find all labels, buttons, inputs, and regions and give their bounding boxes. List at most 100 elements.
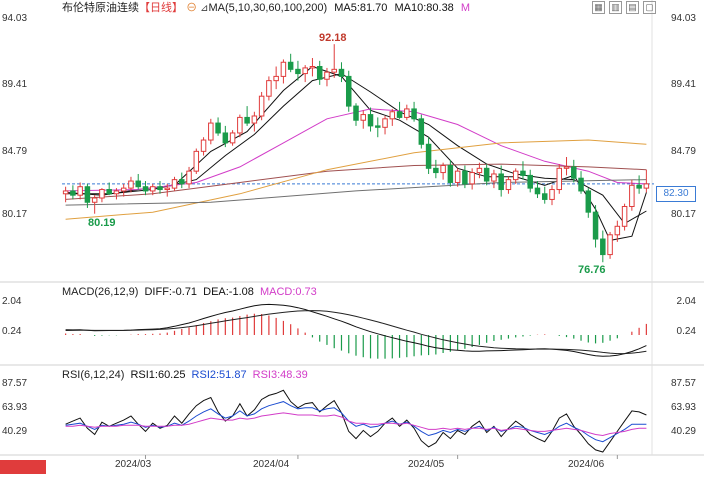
candle-body bbox=[251, 115, 258, 124]
candle-body bbox=[382, 118, 388, 128]
candle-body bbox=[273, 75, 279, 82]
candle-body bbox=[512, 170, 519, 181]
candle-body bbox=[556, 167, 563, 191]
ma5-value: MA5:81.70 bbox=[334, 2, 388, 14]
settings-icon[interactable]: ⊖ bbox=[186, 2, 198, 14]
candle-body bbox=[418, 118, 425, 145]
instrument-title: 布伦特原油连续 bbox=[62, 2, 139, 14]
candle-body bbox=[135, 180, 141, 188]
candle-body bbox=[91, 197, 98, 203]
candle-body bbox=[440, 164, 446, 174]
macd-tick-right: 0.24 bbox=[676, 326, 696, 337]
macd-value: MACD:0.73 bbox=[259, 286, 317, 298]
header-row: 布伦特原油连续【日线】 ⊖ ⊿MA(5,10,30,60,100,200) MA… bbox=[62, 0, 470, 16]
ma-label: MA(5,10,30,60,100,200) bbox=[208, 2, 328, 14]
macd-dea: DEA:-1.08 bbox=[203, 286, 254, 298]
candle-body bbox=[99, 189, 105, 199]
candle-body bbox=[179, 179, 185, 185]
candle-body bbox=[215, 122, 221, 134]
rsi3-value: RSI3:48.39 bbox=[252, 369, 308, 381]
candle-body bbox=[193, 150, 200, 172]
candle-body bbox=[316, 66, 323, 80]
toolbar: ▦ ▥ ▤ ▢ bbox=[592, 1, 656, 14]
candle-body bbox=[527, 174, 533, 189]
compare-icon[interactable]: ▤ bbox=[626, 1, 639, 14]
x-axis-label: 2024/03 bbox=[115, 459, 152, 470]
candle-body bbox=[483, 167, 490, 182]
macd-label: MACD(26,12,9) bbox=[62, 286, 139, 298]
price-tick-left: 94.03 bbox=[2, 13, 28, 24]
rsi-tick-left: 87.57 bbox=[2, 378, 28, 389]
price-tick-left: 80.17 bbox=[2, 209, 28, 220]
candle-body bbox=[324, 71, 330, 80]
candle-body bbox=[157, 186, 163, 191]
candle-body bbox=[629, 184, 635, 208]
price-tick-right: 94.03 bbox=[670, 13, 696, 24]
rsi-line-rsi1 bbox=[65, 389, 647, 453]
candle-body bbox=[491, 173, 497, 182]
low-annotation: 76.76 bbox=[578, 264, 606, 276]
candle-body bbox=[607, 234, 613, 256]
rsi-tick-right: 63.93 bbox=[670, 402, 696, 413]
ma-indicator-icon[interactable]: ⊿ bbox=[200, 3, 209, 14]
candle-body bbox=[208, 122, 214, 141]
candle-body bbox=[128, 180, 134, 189]
ma10-value: MA10:80.38 bbox=[394, 2, 454, 14]
rsi-tick-right: 87.57 bbox=[670, 378, 696, 389]
more-ma-toggle[interactable]: M bbox=[460, 2, 471, 14]
candle-body bbox=[280, 61, 287, 77]
candle-body bbox=[106, 189, 112, 195]
rsi-line-rsi3 bbox=[65, 412, 647, 437]
candle-body bbox=[222, 132, 229, 144]
candle-body bbox=[70, 190, 76, 196]
candle-body bbox=[302, 67, 308, 75]
candle-body bbox=[469, 172, 475, 185]
candle-body bbox=[142, 186, 149, 192]
candle-body bbox=[454, 170, 461, 183]
candle-body bbox=[113, 190, 120, 195]
candle-body bbox=[389, 111, 396, 120]
rsi-tick-right: 40.29 bbox=[670, 426, 696, 437]
candle-body bbox=[229, 132, 236, 144]
candle-body bbox=[258, 95, 265, 117]
candle-body bbox=[505, 179, 512, 191]
indicator-icon[interactable]: ▥ bbox=[609, 1, 622, 14]
candle-body bbox=[520, 170, 526, 176]
candle-body bbox=[244, 116, 250, 124]
price-tick-left: 89.41 bbox=[2, 79, 28, 90]
candle-body bbox=[636, 184, 642, 189]
rsi-header: RSI(6,12,24) RSI1:60.25 RSI2:51.87 RSI3:… bbox=[62, 367, 308, 383]
candle-body bbox=[237, 116, 243, 134]
x-axis-label: 2024/04 bbox=[253, 459, 290, 470]
price-tick-right: 80.17 bbox=[670, 209, 696, 220]
price-tick-right: 89.41 bbox=[670, 79, 696, 90]
candle-body bbox=[375, 125, 381, 128]
period-label[interactable]: 【日线】 bbox=[139, 2, 183, 14]
candle-body bbox=[164, 187, 171, 191]
candle-body bbox=[614, 225, 621, 236]
candle-body bbox=[353, 105, 359, 121]
candle-body bbox=[498, 173, 504, 191]
candle-body bbox=[331, 68, 337, 73]
candle-body bbox=[338, 68, 345, 77]
candle-body bbox=[77, 186, 83, 196]
candle-body bbox=[62, 190, 69, 195]
candle-body bbox=[534, 187, 541, 195]
x-axis-label: 2024/05 bbox=[408, 459, 445, 470]
candle-body bbox=[411, 108, 417, 120]
candle-body bbox=[200, 139, 207, 152]
candle-body bbox=[643, 183, 650, 189]
macd-header: MACD(26,12,9) DIFF:-0.71 DEA:-1.08 MACD:… bbox=[62, 284, 317, 300]
candle-body bbox=[295, 68, 301, 75]
candle-body bbox=[592, 211, 599, 240]
grid-icon[interactable]: ▦ bbox=[592, 1, 605, 14]
candle-body bbox=[404, 108, 410, 118]
macd-diff: DIFF:-0.71 bbox=[144, 286, 198, 298]
ma-line-ma200 bbox=[65, 179, 647, 206]
rsi2-value: RSI2:51.87 bbox=[191, 369, 247, 381]
candle-body bbox=[447, 164, 454, 183]
candle-body bbox=[462, 170, 468, 185]
start-low-annotation: 80.19 bbox=[88, 217, 116, 229]
fullscreen-icon[interactable]: ▢ bbox=[643, 1, 656, 14]
macd-tick-right: 2.04 bbox=[676, 296, 696, 307]
